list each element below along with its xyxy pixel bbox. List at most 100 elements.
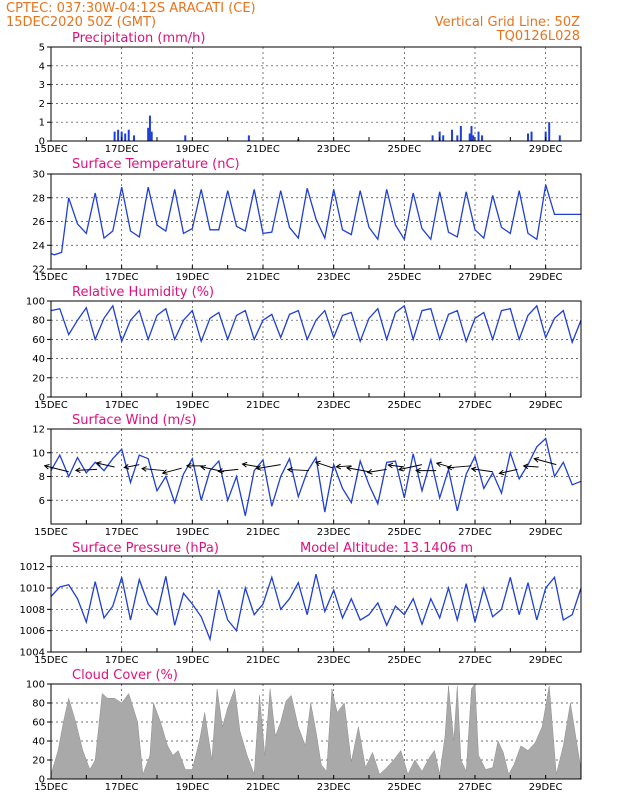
wind-arrow: [447, 465, 472, 469]
wind-ytick-label: 12: [32, 425, 45, 436]
cloud-title: Cloud Cover (%): [72, 668, 178, 683]
wind-ytick-label: 10: [32, 448, 45, 459]
precip-xtick-label: 27DEC: [458, 144, 492, 155]
wind-arrow-head: [470, 466, 477, 473]
wind-series-line: [50, 437, 582, 516]
wind-arrow-head: [446, 464, 453, 471]
precip-bar: [451, 129, 454, 141]
header-location: CPTEC: 037:30W-04:12S ARACATI (CE): [6, 1, 256, 16]
temp-xtick-label: 27DEC: [458, 272, 492, 283]
wind-arrow-head: [314, 460, 321, 467]
precip-xtick-label: 21DEC: [246, 144, 280, 155]
precip-bar: [459, 125, 462, 141]
rh-ytick-label: 100: [26, 297, 45, 308]
precip-bar: [117, 129, 120, 141]
wind-arrow-head: [255, 465, 262, 471]
precip-panel: 0 1 2 3 4 5 15DEC 17DEC 19DEC 21DEC 23DEC 25DEC 27DE…: [34, 43, 582, 155]
wind-arrow: [499, 468, 518, 474]
precip-xtick-label: 29DEC: [529, 144, 563, 155]
wind-arrow-head: [123, 464, 130, 470]
cloud-xtick-label: 25DEC: [387, 782, 421, 793]
temp-xtick-label: 15DEC: [34, 272, 68, 283]
precip-xtick-label: 19DEC: [175, 144, 209, 155]
precip-xtick-label: 17DEC: [105, 144, 139, 155]
temp-series-line: [50, 184, 581, 256]
cloud-xtick-label: 27DEC: [458, 782, 492, 793]
precip-bar: [477, 131, 480, 141]
temp-xtick-label: 29DEC: [529, 272, 563, 283]
precip-bar: [150, 131, 153, 141]
press-ytick-label: 1008: [20, 605, 45, 616]
press-ytick-label: 1010: [20, 584, 45, 595]
wind-arrow-head: [335, 463, 342, 470]
press-title: Surface Pressure (hPa): [72, 541, 219, 556]
temp-ytick-label: 26: [32, 217, 45, 228]
wind-arrow-head: [366, 468, 373, 475]
rh-ytick-label: 80: [32, 316, 45, 327]
precip-xtick-label: 15DEC: [34, 144, 68, 155]
precip-bar: [147, 127, 150, 141]
wind-arrow: [367, 468, 387, 473]
temp-title: Surface Temperature (nC): [72, 157, 240, 172]
rh-ytick-label: 20: [32, 373, 45, 384]
cloud-xtick-label: 15DEC: [34, 782, 68, 793]
press-xtick-label: 27DEC: [458, 655, 492, 666]
precip-bar: [470, 125, 473, 141]
model-altitude: Model Altitude: 13.1406 m: [300, 541, 473, 556]
precip-bar: [113, 131, 116, 141]
wind-arrow-head: [241, 461, 248, 468]
rh-ytick-label: 60: [32, 335, 45, 346]
precip-bar: [120, 131, 123, 141]
temp-frame: [50, 173, 582, 270]
precip-bar: [184, 135, 187, 141]
precip-bar: [544, 131, 547, 141]
wind-arrow: [388, 464, 405, 468]
wind-arrow: [242, 463, 260, 468]
rh-ytick-label: 0: [39, 393, 45, 404]
precip-title: Precipitation (mm/h): [72, 31, 205, 46]
precip-bar: [127, 129, 130, 141]
precip-bar: [148, 115, 151, 141]
wind-arrow: [523, 465, 539, 468]
wind-arrow-head: [200, 464, 207, 471]
precip-bar: [527, 133, 529, 141]
temp-xtick-label: 19DEC: [175, 272, 209, 283]
wind-arrow-head: [74, 467, 81, 474]
temp-xtick-label: 25DEC: [387, 272, 421, 283]
wind-xtick-label: 17DEC: [105, 527, 139, 538]
wind-xtick-label: 29DEC: [529, 527, 563, 538]
precip-bar: [481, 135, 484, 141]
cloud-area: [50, 683, 582, 780]
precip-bar: [472, 135, 475, 141]
precip-bar: [558, 135, 561, 141]
wind-arrow: [336, 465, 352, 468]
wind-arrow-head: [533, 457, 540, 463]
wind-arrow-head: [286, 466, 293, 473]
wind-panel: 6 8 10 12 15DEC 17DEC 19DEC 21DEC 23DEC 25DEC 27DE…: [32, 425, 582, 538]
precip-bar: [133, 135, 136, 141]
wind-xtick-label: 23DEC: [317, 527, 351, 538]
header-grid-line: Vertical Grid Line: 50Z: [435, 15, 580, 30]
wind-arrow: [256, 464, 281, 470]
precip-bar: [456, 135, 459, 141]
precip-bar: [247, 135, 250, 141]
wind-arrow-head: [161, 469, 168, 475]
wind-arrow-head: [522, 463, 529, 470]
wind-arrow: [398, 464, 423, 471]
press-ytick-label: 1004: [20, 648, 45, 659]
wind-arrow-head: [498, 469, 505, 476]
rh-xtick-label: 17DEC: [105, 400, 139, 411]
wind-xtick-label: 21DEC: [246, 527, 280, 538]
press-ytick-label: 1006: [20, 626, 45, 637]
wind-arrow: [75, 468, 97, 471]
wind-arrow: [315, 461, 334, 469]
wind-arrow: [471, 468, 493, 473]
precip-bar: [548, 122, 551, 141]
rh-series-line: [50, 304, 582, 345]
wind-arrow-head: [387, 462, 394, 469]
press-panel: 1004 1006 1008 1010 1012 15DEC 17DEC 19DEC 21DEC…: [20, 555, 582, 666]
precip-ytick-label: 0: [39, 137, 45, 148]
wind-xtick-label: 27DEC: [458, 527, 492, 538]
rh-xtick-label: 21DEC: [246, 400, 280, 411]
precip-ytick-label: 1: [39, 118, 45, 129]
